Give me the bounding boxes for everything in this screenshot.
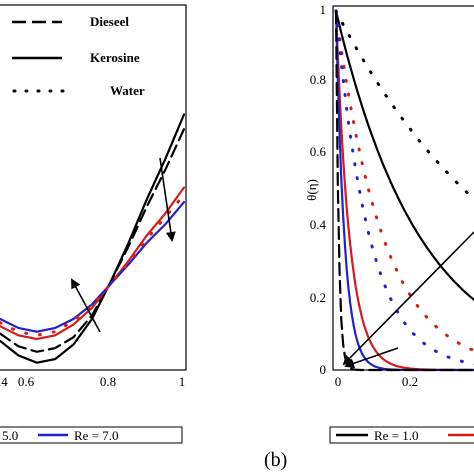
panel-b-xtick: 0.2 [402,374,418,389]
panel-b-series-4 [334,9,474,372]
legend-label-kerosine: Kerosine [90,50,140,65]
panel-a-series-2 [0,186,186,341]
arrow-up-icon [71,278,101,333]
panel-b-ytick: 0.4 [310,217,327,232]
panel-a-xtick: 0.6 [18,374,35,389]
panel-a-series-3 [0,201,186,333]
panel-b-ytick: 1 [320,2,327,17]
panel-a: Dieseel Kerosine Water .4 0.6 0.8 1 5.0 … [0,4,187,444]
panel-b-xtick: 0 [335,374,342,389]
panel-a-series-1 [0,128,186,353]
bottom-legend-label: Re = 1.0 [374,428,419,443]
legend-label-dieseel: Dieseel [90,14,129,29]
panel-b-series-2 [334,9,474,372]
panel-b-ytick: 0.8 [310,72,326,87]
arrow-left-icon [344,347,399,369]
panel-b-ylabel: θ(η) [304,179,319,201]
panel-a-xtick: 0.8 [100,374,116,389]
panel-a-bottom-legend [0,426,183,444]
panel-b-series-0 [334,9,474,302]
panel-a-frame [0,4,187,371]
panel-label-b: (b) [264,449,287,471]
arrow-down-icon [159,157,176,242]
panel-b-series-5 [334,9,474,366]
panel-b: 0 0.2 0.4 0.6 0.8 1 θ(η) 0 0.2 (b) Re = … [264,2,474,471]
panel-b-series-6 [334,9,474,372]
panel-a-legend: Dieseel Kerosine Water [12,14,145,98]
panel-b-ytick: 0 [320,362,327,377]
panel-b-curves [334,9,474,372]
panel-a-xtick-partial: .4 [0,374,8,389]
bottom-legend-label: 5.0 [2,428,18,443]
panel-b-series-1 [334,9,474,202]
panel-b-ytick: 0.6 [310,144,327,159]
arrow-diagonal-icon [342,231,474,366]
panel-a-series-0 [0,113,186,364]
panel-b-bottom-legend [329,426,474,444]
legend-label-water: Water [110,83,145,98]
panel-a-curves [0,113,186,364]
bottom-legend-label: Re = 7.0 [74,428,119,443]
panel-a-xtick: 1 [179,374,186,389]
panel-b-ytick: 0.2 [310,290,326,305]
panel-b-frame [332,5,474,371]
